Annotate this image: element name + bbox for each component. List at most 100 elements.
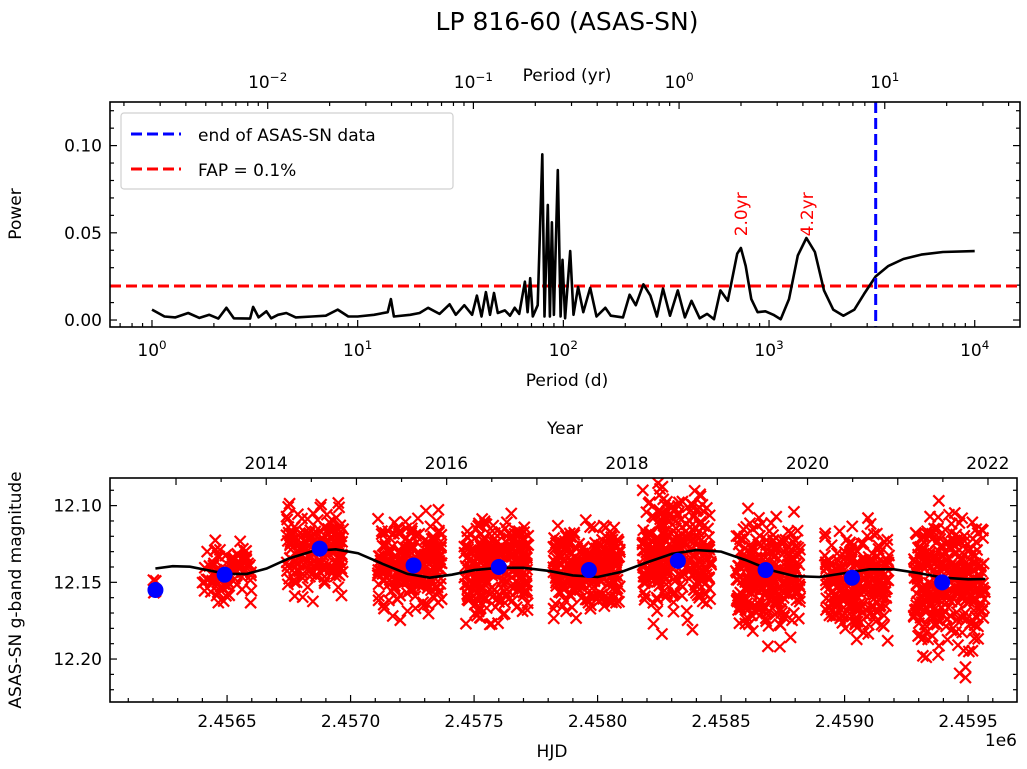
observation-x-marker: [327, 523, 341, 536]
observation-x-marker: [688, 484, 701, 498]
observation-x-marker: [674, 568, 687, 582]
observation-x-marker: [458, 546, 471, 559]
observation-x-marker: [946, 622, 960, 635]
observation-x-marker: [517, 525, 531, 539]
observation-x-marker: [931, 648, 945, 662]
observation-x-marker: [741, 571, 754, 584]
observation-x-marker: [219, 549, 232, 562]
fit-curve: [155, 547, 986, 581]
observation-x-marker: [243, 558, 257, 572]
observation-x-marker: [833, 597, 847, 610]
observation-x-marker: [759, 611, 773, 625]
observation-x-marker: [678, 568, 691, 581]
light-curve-ticks: 2.4565 2.4570 2.4575 2.4580 2.4585 2.4590 2.45…: [53, 478, 1017, 732]
observation-x-marker: [650, 604, 664, 618]
observation-x-marker: [371, 512, 385, 526]
peak-annotations: 2.0yr 4.2yr: [732, 192, 818, 236]
year-tick-label: 2020: [786, 454, 829, 474]
observation-x-marker: [787, 536, 801, 549]
x-tick-label: 2.4595: [938, 712, 997, 732]
observation-x-marker: [969, 592, 983, 606]
y-tick-label: 12.10: [53, 497, 102, 517]
observation-x-marker: [426, 532, 440, 546]
observation-x-marker: [502, 527, 515, 541]
observation-x-marker: [855, 587, 868, 601]
observation-x-marker: [932, 494, 946, 508]
observation-x-marker: [375, 527, 389, 541]
observation-x-marker: [779, 533, 792, 547]
observation-x-marker: [730, 529, 743, 543]
observation-x-marker: [309, 560, 322, 573]
observation-x-marker: [760, 585, 774, 598]
observation-x-marker: [939, 538, 953, 551]
observation-x-marker: [244, 573, 257, 587]
observation-x-marker: [333, 568, 346, 582]
observation-x-marker: [571, 555, 585, 569]
seasonal-mean-point: [844, 569, 861, 586]
observation-x-marker: [233, 535, 247, 548]
year-axis-label: Year: [546, 419, 583, 439]
observation-x-marker: [867, 588, 881, 602]
observation-x-marker: [551, 519, 565, 533]
observation-x-marker: [589, 542, 603, 555]
periodogram-line: [151, 153, 975, 321]
observation-x-marker: [506, 577, 520, 591]
observation-x-marker: [974, 559, 988, 572]
observation-x-marker: [521, 596, 534, 610]
observation-x-marker: [405, 522, 419, 535]
observation-x-marker: [587, 521, 600, 534]
observation-x-marker: [936, 588, 950, 601]
observation-x-marker: [944, 609, 957, 623]
observation-x-marker: [857, 537, 870, 550]
observation-x-marker: [596, 592, 610, 606]
observation-x-marker: [793, 580, 806, 594]
observation-x-marker: [792, 612, 806, 625]
observation-x-marker: [393, 613, 407, 627]
observation-x-marker: [655, 627, 669, 641]
observation-x-marker: [918, 622, 932, 635]
observation-x-marker: [777, 587, 791, 600]
observation-x-marker: [825, 538, 838, 552]
observation-x-marker: [786, 576, 800, 590]
observation-x-marker: [935, 538, 949, 552]
observation-x-marker: [520, 584, 534, 598]
observation-x-marker: [464, 528, 477, 542]
observation-x-marker: [867, 528, 881, 541]
observation-x-marker: [301, 512, 314, 526]
observation-x-marker: [877, 620, 890, 633]
observation-x-marker: [965, 547, 978, 561]
seasonal-mean-point: [311, 540, 328, 557]
observation-x-marker: [826, 610, 839, 623]
observation-x-marker: [420, 541, 433, 554]
observation-x-marker: [669, 539, 683, 553]
observation-x-marker: [401, 604, 414, 618]
observation-x-marker: [692, 526, 705, 539]
observation-x-marker: [587, 588, 601, 602]
observation-x-marker: [683, 520, 697, 534]
observation-x-marker: [306, 595, 320, 608]
y-tick-label: 0.05: [64, 224, 102, 244]
x-tick-label: 100: [137, 338, 166, 361]
observation-x-marker: [642, 497, 655, 510]
observation-x-marker: [639, 528, 653, 542]
observation-x-marker: [477, 535, 490, 548]
observation-x-marker: [703, 509, 716, 522]
observation-x-marker: [694, 552, 707, 565]
observation-x-marker: [639, 570, 653, 584]
light-curve-panel: Year 2014 2016 2018 2020 2022 2.4565 2.4570 2.…: [6, 419, 1018, 762]
observation-x-marker: [931, 604, 944, 618]
observation-x-marker: [919, 650, 933, 664]
observation-x-marker: [960, 580, 973, 593]
observation-markers: [147, 478, 992, 684]
observation-x-marker: [474, 611, 487, 625]
observation-x-marker: [516, 586, 530, 599]
observation-x-marker: [470, 551, 483, 565]
observation-x-marker: [473, 518, 486, 531]
observation-x-marker: [791, 524, 804, 537]
observation-x-marker: [411, 512, 425, 525]
observation-x-marker: [959, 660, 972, 674]
observation-x-marker: [960, 592, 974, 606]
observation-x-marker: [843, 538, 856, 551]
observation-x-marker: [280, 510, 293, 523]
